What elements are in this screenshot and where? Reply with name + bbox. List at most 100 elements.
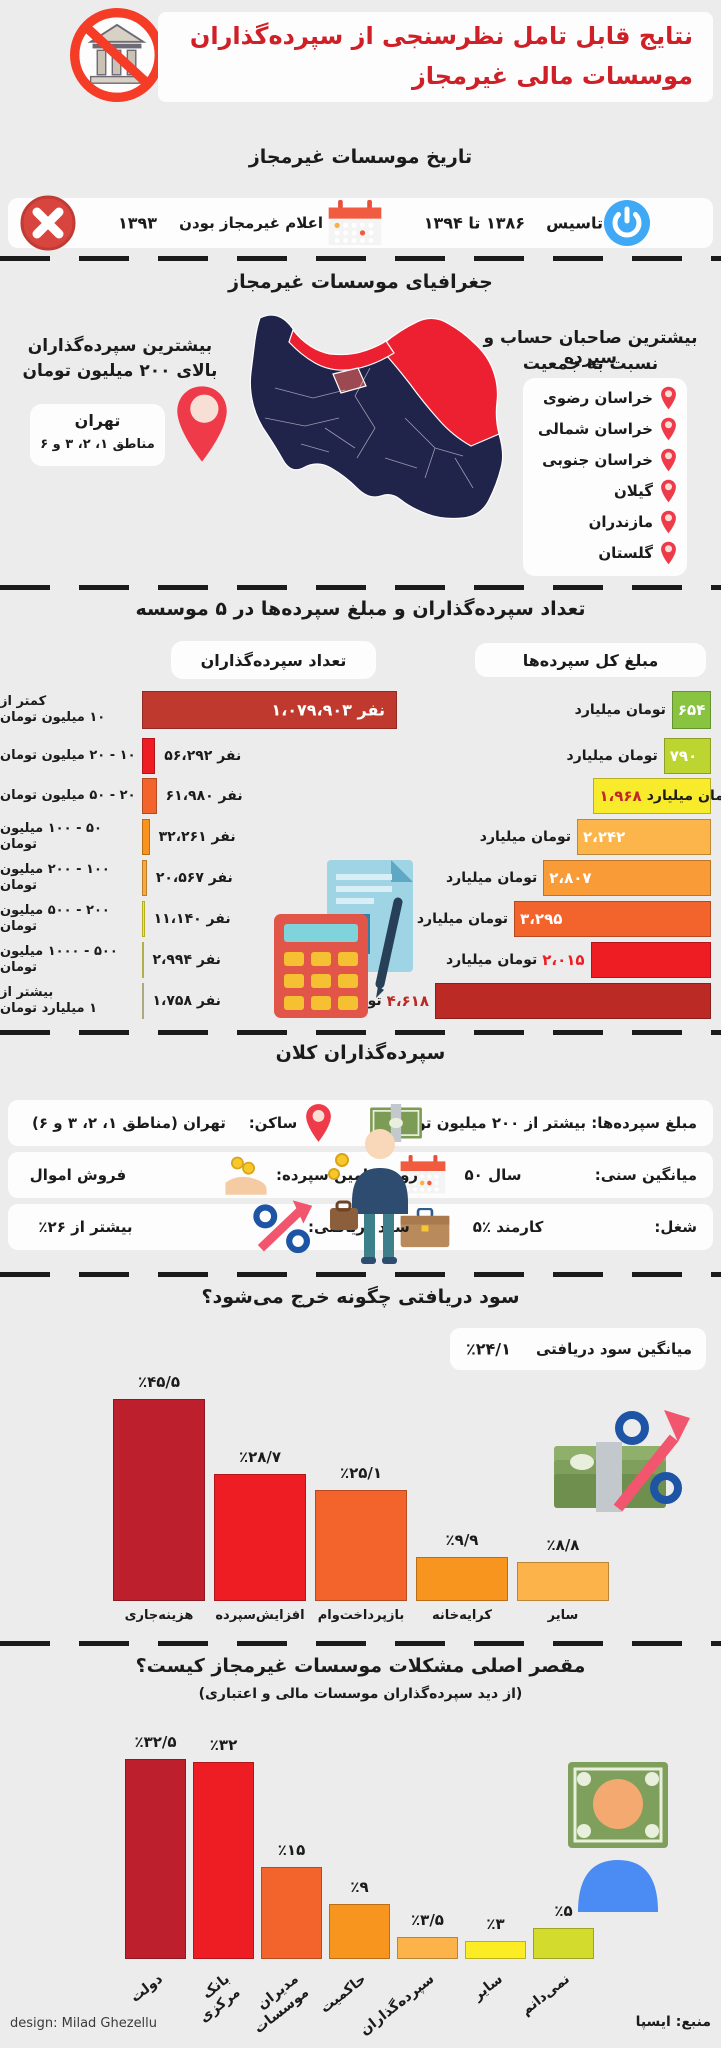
depositors-bar bbox=[142, 819, 150, 855]
depositors-count: ۶۱،۹۸۰ نفر bbox=[165, 788, 243, 804]
blame-chart: ٪۳۲/۵ دولت ٪۳۲ بانک مرکزی ٪۱۵ مدیران موسسات ٪۹… bbox=[0, 1733, 721, 2040]
caspian-highlight bbox=[288, 328, 395, 371]
avg-interest-label: میانگین سود دریافتی bbox=[535, 1340, 692, 1358]
depositors-bar bbox=[142, 942, 144, 978]
amount-unit: تومان bbox=[531, 829, 572, 845]
amount-bar bbox=[543, 860, 711, 896]
province-item: گلستان bbox=[523, 537, 687, 568]
range-label: ۵۰۰ - ۱۰۰۰ میلیون تومان bbox=[0, 943, 118, 975]
depositors-bar bbox=[142, 983, 144, 1019]
chart-bar bbox=[517, 1562, 609, 1601]
bar-category-label: دولت bbox=[127, 1971, 166, 2006]
chart-bar bbox=[465, 1940, 526, 1959]
bar-category-label: حاکمیت bbox=[317, 1971, 370, 2017]
table-row: کمتر از ۱۰ میلیون تومان ۱،۰۷۹،۹۰۳ نفر میلیا… bbox=[0, 690, 721, 730]
blame-chart-subheading: (از دید سپرده‌گذاران موسسات مالی و اعتبا… bbox=[198, 1686, 523, 1702]
bar-category-label: سپرده‌گذاران bbox=[356, 1971, 438, 2039]
amount-bar bbox=[663, 738, 711, 774]
bar-category-label: سایر bbox=[547, 1608, 579, 1623]
chart-bar bbox=[261, 1866, 322, 1959]
depositors-column-header: تعداد سپرده‌گذاران bbox=[171, 641, 376, 679]
depositors-count: ۲۰،۵۶۷ نفر bbox=[155, 870, 233, 886]
bar-category-label: نمی‌دانم bbox=[518, 1971, 574, 2019]
chart-bar bbox=[125, 1759, 186, 1959]
avg-age-label: میانگین سنی: bbox=[594, 1166, 697, 1184]
tehran-title: تهران bbox=[74, 411, 121, 430]
amount-label: میلیارد تومان bbox=[575, 702, 666, 718]
depositors-count: ۱،۷۵۸ نفر bbox=[152, 993, 221, 1009]
percent-arrow-icon bbox=[252, 1198, 314, 1256]
amount-unit: تومان bbox=[497, 870, 538, 886]
separator bbox=[0, 1641, 721, 1646]
depositors-bar bbox=[142, 860, 147, 896]
range-label: ۱۰ - ۲۰ میلیون تومان bbox=[0, 747, 136, 763]
depositors-bar bbox=[142, 738, 156, 774]
pin-icon bbox=[661, 448, 676, 471]
province-label: خراسان رضوی bbox=[543, 388, 653, 407]
geo-right-note-line1: بیشترین صاحبان حساب و سپرده bbox=[483, 328, 698, 368]
avg-interest-value: ٪۲۴/۱ bbox=[466, 1339, 511, 1359]
range-label: ۲۰۰ - ۵۰۰ میلیون تومان bbox=[0, 902, 110, 934]
province-item: خراسان شمالی bbox=[523, 413, 687, 444]
bar-value-label: ٪۳۲/۵ bbox=[134, 1733, 177, 1752]
amount-unit: میلیارد bbox=[479, 829, 527, 845]
pin-icon bbox=[661, 510, 676, 533]
amount-value: ۷۹۰ bbox=[669, 747, 698, 765]
deposit-amount-fact: مبلغ سپرده‌ها: بیشتر از ۲۰۰ میلیون تومان bbox=[388, 1114, 697, 1132]
range-label: بیشتر از ۱ میلیارد تومان bbox=[0, 984, 98, 1016]
geography-heading: جغرافیای موسسات غیرمجاز bbox=[228, 271, 493, 293]
amount-bar bbox=[514, 901, 711, 937]
chart-bar bbox=[397, 1937, 458, 1959]
history-row: تاسیس ۱۳۸۶ تا ۱۳۹۴ اعلام غیرمجاز بودن ۱۳… bbox=[8, 195, 713, 251]
table-row: ۲۰۰ - ۵۰۰ میلیون تومان ۱۱،۱۴۰ نفر میلیارد ت… bbox=[0, 900, 721, 938]
separator bbox=[0, 585, 721, 590]
chart-bar bbox=[315, 1489, 407, 1601]
bar-category-label: مدیران موسسات bbox=[250, 1971, 312, 2037]
pin-icon bbox=[304, 1103, 333, 1143]
bar-category-label: بانک مرکزی bbox=[196, 1971, 244, 2026]
established-value: ۱۳۸۶ تا ۱۳۹۴ bbox=[423, 213, 525, 233]
chart-bar bbox=[113, 1399, 205, 1601]
bar-value-label: ٪۱۵ bbox=[277, 1840, 306, 1859]
range-label: ۵۰ - ۱۰۰ میلیون تومان bbox=[0, 820, 102, 852]
depositors-bar bbox=[142, 778, 157, 814]
separator bbox=[0, 1030, 721, 1035]
bar-value-label: ٪۲۸/۷ bbox=[238, 1447, 282, 1466]
depositors-count: ۱،۰۷۹،۹۰۳ نفر bbox=[271, 700, 385, 720]
table-row: ۱۰۰ - ۲۰۰ میلیون تومان ۲۰،۵۶۷ نفر میلیارد ت… bbox=[0, 859, 721, 897]
table-row: ۱۰ - ۲۰ میلیون تومان ۵۶،۲۹۲ نفر میلیارد توم… bbox=[0, 737, 721, 775]
amount-unit: تومان bbox=[626, 702, 666, 718]
briefcase-icon bbox=[400, 1208, 450, 1248]
bar-value-label: ٪۴۵/۵ bbox=[137, 1373, 181, 1392]
province-label: خراسان شمالی bbox=[538, 419, 653, 438]
range-label: کمتر از ۱۰ میلیون تومان bbox=[0, 693, 106, 725]
header-title-box: نتایج قابل تامل نظرسنجی از سپرده‌گذاران … bbox=[158, 12, 713, 102]
pin-icon bbox=[661, 386, 676, 409]
amount-unit: میلیارد bbox=[574, 702, 621, 718]
funding-method-value: فروش اموال bbox=[29, 1166, 127, 1184]
province-item: خراسان جنوبی bbox=[523, 444, 687, 475]
blame-chart-heading: مقصر اصلی مشکلات موسسات غیرمجاز کیست؟ bbox=[135, 1655, 586, 1677]
province-item: گیلان bbox=[523, 475, 687, 506]
province-item: خراسان رضوی bbox=[523, 382, 687, 413]
range-label: ۱۰۰ - ۲۰۰ میلیون تومان bbox=[0, 861, 110, 893]
province-label: گیلان bbox=[613, 481, 653, 500]
geo-left-note-line1: بیشترین سپرده‌گذاران bbox=[27, 336, 213, 356]
amount-value: ۲،۲۴۲ bbox=[583, 828, 626, 846]
amount-unit: تومان bbox=[468, 911, 509, 927]
calendar-icon bbox=[326, 200, 384, 247]
person-banknote-icon bbox=[558, 1760, 676, 1912]
amount-unit: تومان bbox=[497, 952, 538, 968]
amount-value: ۲،۸۰۷ bbox=[549, 869, 592, 887]
bar-value-label: ٪۲۵/۱ bbox=[339, 1463, 383, 1482]
power-icon bbox=[603, 199, 651, 247]
amount-unit: میلیارد bbox=[646, 788, 694, 804]
bar-category-label: سایر bbox=[469, 1971, 506, 2004]
amount-unit: میلیارد bbox=[446, 952, 493, 968]
amount-label: میلیارد تومان ۲،۰۱۵ bbox=[446, 951, 585, 969]
amount-bar bbox=[590, 942, 711, 978]
table-row: ۵۰۰ - ۱۰۰۰ میلیون تومان ۲،۹۹۴ نفر میلیارد ت… bbox=[0, 941, 721, 979]
table-row: ۵۰ - ۱۰۰ میلیون تومان ۳۲،۲۶۱ نفر میلیارد تو… bbox=[0, 818, 721, 856]
amount-unit: تومان bbox=[698, 788, 721, 804]
